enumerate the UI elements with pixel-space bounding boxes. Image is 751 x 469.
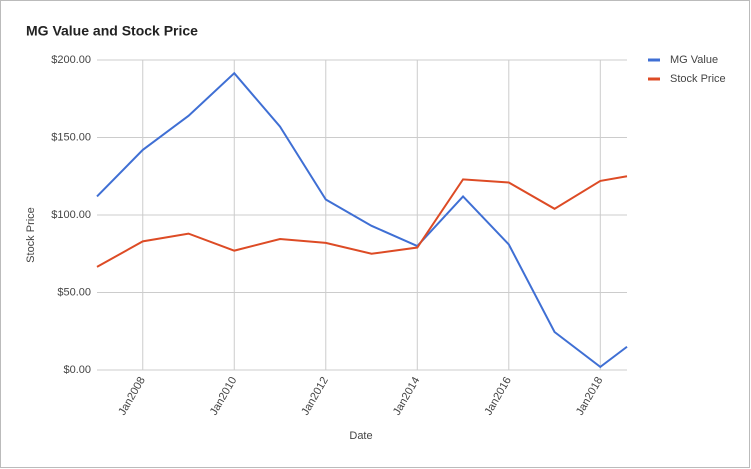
chart-title: MG Value and Stock Price [26, 23, 198, 39]
y-tick-label: $0.00 [63, 364, 91, 376]
y-tick-label: $50.00 [57, 286, 91, 298]
x-axis-title: Date [349, 430, 372, 442]
legend-label: MG Value [670, 54, 718, 66]
legend-label: Stock Price [670, 73, 726, 85]
series-line [96, 71, 628, 369]
y-tick-label: $150.00 [51, 131, 91, 143]
series-line [96, 175, 628, 268]
y-tick-label: $200.00 [51, 54, 91, 66]
y-tick-label: $100.00 [51, 209, 91, 221]
y-axis-title: Stock Price [25, 207, 37, 263]
